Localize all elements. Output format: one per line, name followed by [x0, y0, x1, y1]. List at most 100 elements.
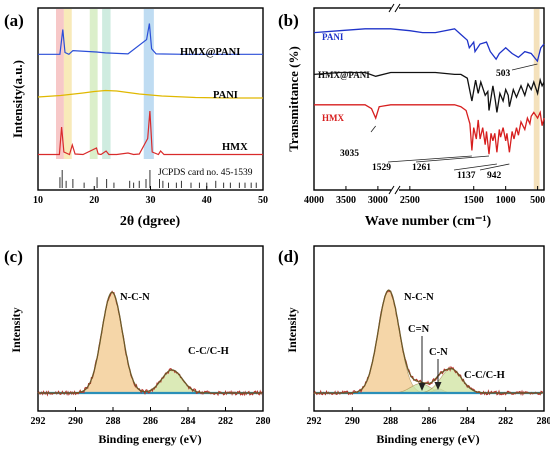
ftir-line-pani	[313, 28, 545, 63]
ftir-annotation-1137: 1137	[457, 171, 476, 181]
c-x-tick-label-286: 286	[143, 416, 158, 427]
peak-label-cc-ch-d: C-C/C-H	[464, 370, 505, 381]
panel-a-reference-sticks	[59, 170, 257, 188]
panel-a-bands	[56, 9, 154, 159]
panel-d-xlabel: Binding energy (eV)	[376, 432, 479, 446]
panel-a-xlabel: 2θ (dgree)	[120, 214, 181, 229]
ftir-annotation-1529: 1529	[372, 163, 391, 173]
ftir-highlight-band	[533, 9, 540, 189]
panel-b-label: (b)	[278, 11, 299, 30]
panel-d-xps	[313, 289, 544, 397]
ftir-annotation-leader-1137	[453, 163, 497, 171]
a-x-tick-label-30: 30	[146, 195, 156, 206]
peak-label-c-double-n: C=N	[408, 324, 430, 335]
ftir-annotation-leader-3035	[370, 125, 376, 133]
d-raw-line	[313, 289, 544, 397]
a-x-tick-label-40: 40	[202, 195, 212, 206]
xrd-band-3	[102, 9, 111, 159]
panel-c-xps	[37, 290, 263, 397]
series-label-pani: PANI	[213, 90, 238, 101]
b-x-tick-label-4000: 4000	[304, 195, 324, 206]
c-x-tick-label-280: 280	[256, 416, 271, 427]
ftir-annotation-1261: 1261	[412, 163, 431, 173]
d-x-tick-label-282: 282	[498, 416, 513, 427]
xrd-band-4	[143, 9, 154, 159]
panel-a-series	[37, 23, 263, 156]
panel-c: (c) 292 290 288 286 284 282 280 N-C-N C-C/C-H …	[4, 245, 271, 446]
panel-b-x-ticks: 4000 3500 3000 2500 1500 1000 500	[304, 186, 545, 206]
peak-label-n-c-n-c: N-C-N	[120, 292, 150, 303]
panel-b-series	[313, 28, 545, 155]
a-x-tick-label-20: 20	[89, 195, 99, 206]
panel-d-x-ticks: 292 290 288 286 284 282 280	[307, 407, 550, 427]
panel-b-axis-break-top	[388, 3, 401, 13]
ftir-annotation-3035: 3035	[340, 149, 359, 159]
ftir-annotation-942: 942	[487, 171, 502, 181]
c-x-tick-label-284: 284	[181, 416, 196, 427]
ftir-annotation-leader-1529	[387, 155, 472, 163]
b-x-tick-label-2500: 2500	[400, 195, 420, 206]
d-x-tick-label-286: 286	[422, 416, 437, 427]
c-x-tick-label-290: 290	[68, 416, 83, 427]
d-x-tick-label-290: 290	[345, 416, 360, 427]
c-x-tick-label-292: 292	[31, 416, 46, 427]
xrd-band-1	[63, 9, 72, 159]
c-component-0	[70, 291, 154, 394]
panel-d-label: (d)	[278, 247, 299, 266]
panel-d: (d) 292 290 288 286 284 282 280 N-C-N C=N C-N …	[278, 245, 550, 446]
d-x-tick-label-284: 284	[460, 416, 475, 427]
xrd-line-pani	[37, 89, 263, 99]
panel-a-x-ticks: 10 20 30 40 50	[33, 186, 268, 206]
d-x-tick-label-288: 288	[383, 416, 398, 427]
d-x-tick-label-292: 292	[307, 416, 322, 427]
c-raw-line	[37, 290, 263, 397]
c-envelope-line	[38, 291, 263, 394]
panel-b-xlabel: Wave number (cm⁻¹)	[365, 214, 492, 229]
b-x-tick-label-3000: 3000	[368, 195, 388, 206]
c-x-tick-label-282: 282	[218, 416, 233, 427]
series-label-hmx-pani: HMX@PANI	[180, 47, 240, 58]
a-x-tick-label-50: 50	[258, 195, 268, 206]
b-x-tick-label-3500: 3500	[336, 195, 356, 206]
panel-a-label: (a)	[4, 11, 24, 30]
ftir-line-hmx	[314, 104, 545, 155]
d-x-tick-label-280: 280	[537, 416, 550, 427]
panel-a: (a) 10 20 30 40 50 HMX@PANI PANI HMX JCPDS c…	[4, 7, 268, 229]
peak-label-c-n: C-N	[429, 347, 448, 358]
ftir-annotation-leader-1261	[415, 155, 490, 163]
panel-d-ylabel: Intensity	[285, 307, 299, 352]
panel-b-highlight-band	[533, 9, 540, 189]
xrd-line-hmx	[38, 110, 263, 156]
c-x-tick-label-288: 288	[106, 416, 121, 427]
panel-c-x-ticks: 292 290 288 286 284 282 280	[31, 407, 271, 427]
b-x-tick-label-1000: 1000	[496, 195, 516, 206]
a-x-tick-label-10: 10	[33, 195, 43, 206]
series-label-hmx: HMX	[222, 142, 248, 153]
d-envelope-line	[314, 289, 543, 394]
series-label-hmx-pani-ir: HMX@PANI	[318, 70, 370, 80]
panel-c-plot-frame	[37, 245, 264, 412]
b-x-tick-label-500: 500	[530, 195, 545, 206]
d-component-0	[346, 289, 431, 394]
panel-c-xlabel: Binding energy (eV)	[98, 432, 201, 446]
ftir-annotation-503: 503	[496, 69, 511, 79]
ftir-annotation-leader-942	[479, 163, 510, 171]
panel-b-annotations: 503 3035 1529 1261 1137 942	[340, 63, 538, 181]
panel-b-axis-break-bottom	[388, 185, 401, 195]
panel-c-ylabel: Intensity	[9, 307, 23, 352]
ftir-line-hmxpani	[313, 71, 545, 113]
panel-b-plot-frame	[313, 7, 545, 191]
c-double-n-arrow	[418, 336, 426, 391]
peak-label-n-c-n-d: N-C-N	[404, 292, 434, 303]
b-x-tick-label-1500: 1500	[464, 195, 484, 206]
series-label-hmx-ir: HMX	[322, 113, 344, 123]
peak-label-cc-ch-c: C-C/C-H	[188, 346, 229, 357]
reference-label: JCPDS card no. 45-1539	[158, 168, 253, 178]
xrd-band-2	[89, 9, 98, 159]
panel-c-label: (c)	[4, 247, 23, 266]
c-n-arrow	[434, 359, 442, 390]
series-label-pani-ir: PANI	[322, 32, 344, 42]
panel-a-ylabel: Intensity(a.u.)	[10, 60, 25, 138]
ftir-annotation-leader-503	[511, 63, 538, 71]
